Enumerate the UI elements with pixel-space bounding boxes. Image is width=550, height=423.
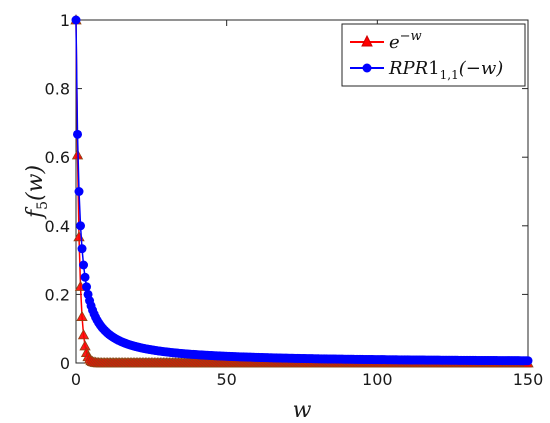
y-tick-label: 0 <box>60 354 70 373</box>
x-axis-label: w <box>293 398 312 423</box>
legend-box <box>341 23 526 87</box>
series-layer <box>70 14 534 368</box>
data-point <box>71 15 81 25</box>
data-point <box>77 329 90 340</box>
y-tick-label: 0.8 <box>45 80 70 99</box>
series-rpr <box>71 15 533 366</box>
y-tick-label: 0.4 <box>45 217 70 236</box>
y-axis-label-sub: 5 <box>35 201 51 210</box>
data-point <box>74 187 84 196</box>
y-tick-label: 0.6 <box>45 148 70 167</box>
legend-marker-triangle <box>361 34 373 47</box>
x-tick-label: 0 <box>71 370 81 389</box>
data-point <box>79 260 89 270</box>
data-point <box>76 310 88 321</box>
data-point <box>76 221 86 231</box>
data-point <box>82 282 92 292</box>
legend-label-exp: e−w <box>389 29 422 53</box>
x-tick-label: 150 <box>513 370 544 389</box>
y-axis-label-arg: (w) <box>23 165 48 201</box>
legend-entry-exp: e−w <box>350 29 422 53</box>
data-point <box>77 244 87 254</box>
legend-marker-circle <box>362 63 372 73</box>
y-tick-label: 0.2 <box>45 285 70 304</box>
ticks: 0 50 100 150 0 0.2 0.4 0.6 0.8 1 <box>45 11 544 389</box>
data-point <box>73 129 83 139</box>
data-point <box>80 272 90 282</box>
legend-entry-rpr: RPR11,1(−w) <box>350 58 503 82</box>
legend: e−w RPR11,1(−w) <box>341 23 526 87</box>
x-tick-label: 50 <box>216 370 236 389</box>
data-point <box>523 356 533 366</box>
y-tick-label: 1 <box>60 11 70 30</box>
y-axis-label: f5(w) <box>23 165 51 220</box>
x-tick-label: 100 <box>362 370 393 389</box>
legend-label-rpr: RPR11,1(−w) <box>388 58 503 82</box>
